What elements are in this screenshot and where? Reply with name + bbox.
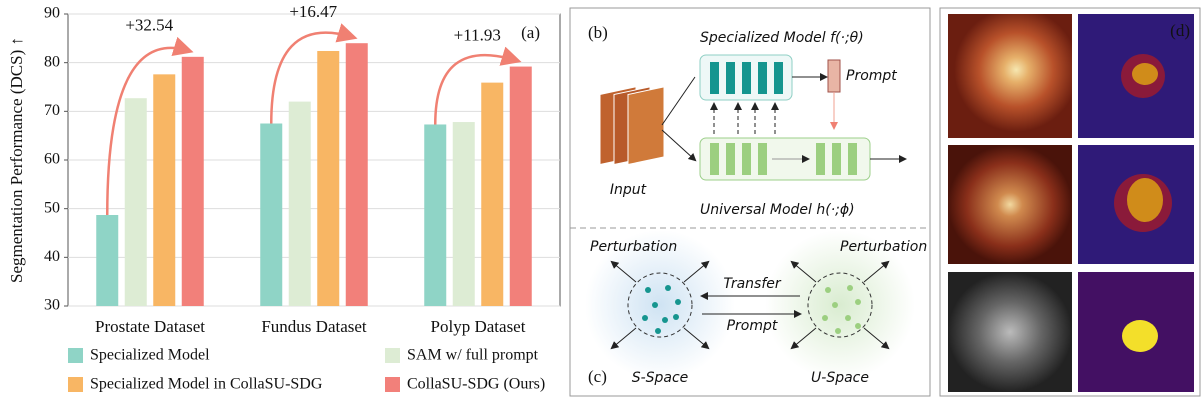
- legend-label: Specialized Model in CollaSU-SDG: [90, 376, 323, 393]
- y-tick-label: 90: [44, 5, 60, 22]
- arrows: [714, 104, 775, 134]
- label: Prompt: [727, 318, 778, 334]
- mri-image: [948, 272, 1072, 392]
- label: Perturbation: [590, 239, 677, 255]
- bar: [260, 124, 282, 307]
- label: Prompt: [846, 68, 897, 84]
- annotation: +32.54: [125, 16, 173, 35]
- bar: [510, 67, 532, 306]
- figure: (b) Specialized Model f(·;θ) Input Promp…: [0, 0, 1203, 401]
- fundus-image: [948, 145, 1072, 264]
- legend-label: CollaSU-SDG (Ours): [407, 376, 545, 393]
- input-stack: [600, 87, 664, 165]
- prompt-block: [828, 60, 840, 92]
- bar: [96, 215, 118, 306]
- chart: 30 40 50 60 70 80 90 Prostate Dataset +32.54 Fund…: [44, 2, 560, 393]
- label: Transfer: [723, 276, 782, 292]
- improvement-arrow: [271, 33, 353, 124]
- x-tick-label: Prostate Dataset: [95, 317, 205, 336]
- panel-label: (a): [521, 23, 540, 42]
- mask-disc: [1132, 63, 1158, 85]
- bar: [289, 102, 311, 306]
- annotation: +16.47: [289, 2, 337, 21]
- bar: [424, 124, 446, 306]
- bar: [346, 43, 368, 306]
- bar: [125, 98, 147, 306]
- legend-swatch: [385, 377, 400, 392]
- label: Perturbation: [840, 239, 927, 255]
- y-tick-label: 70: [44, 102, 60, 119]
- legend-label: SAM w/ full prompt: [407, 347, 539, 364]
- label: U-Space: [811, 370, 869, 386]
- bar: [153, 74, 175, 306]
- y-tick-label: 80: [44, 53, 60, 70]
- y-tick-label: 40: [44, 248, 60, 265]
- legend-swatch: [68, 377, 83, 392]
- improvement-arrow: [107, 48, 189, 215]
- label: S-Space: [632, 370, 689, 386]
- x-tick-label: Fundus Dataset: [261, 317, 367, 336]
- bar: [453, 122, 475, 306]
- legend-label: Specialized Model: [90, 347, 210, 364]
- bar: [182, 57, 204, 306]
- panel-label: (c): [588, 367, 607, 386]
- y-axis-label: Segmentation Performance (DCS) ↑: [7, 37, 26, 283]
- panel-label: (b): [588, 23, 608, 42]
- y-tick-label: 50: [44, 199, 60, 216]
- mask-disc: [1127, 178, 1163, 222]
- label: Specialized Model f(·;θ): [700, 30, 864, 46]
- panel-label: (d): [1170, 21, 1190, 40]
- legend-swatch: [68, 348, 83, 363]
- legend-swatch: [385, 348, 400, 363]
- bar: [317, 51, 339, 306]
- arrow: [662, 77, 695, 160]
- improvement-arrow: [435, 55, 517, 124]
- mask-prostate: [1122, 320, 1158, 352]
- bar: [481, 83, 503, 306]
- annotation: +11.93: [454, 25, 501, 44]
- fundus-image: [948, 14, 1072, 138]
- y-tick-label: 30: [44, 297, 60, 314]
- label: Input: [610, 182, 647, 198]
- y-tick-label: 60: [44, 151, 60, 168]
- x-tick-label: Polyp Dataset: [431, 317, 526, 336]
- label: Universal Model h(·;ϕ): [700, 202, 855, 218]
